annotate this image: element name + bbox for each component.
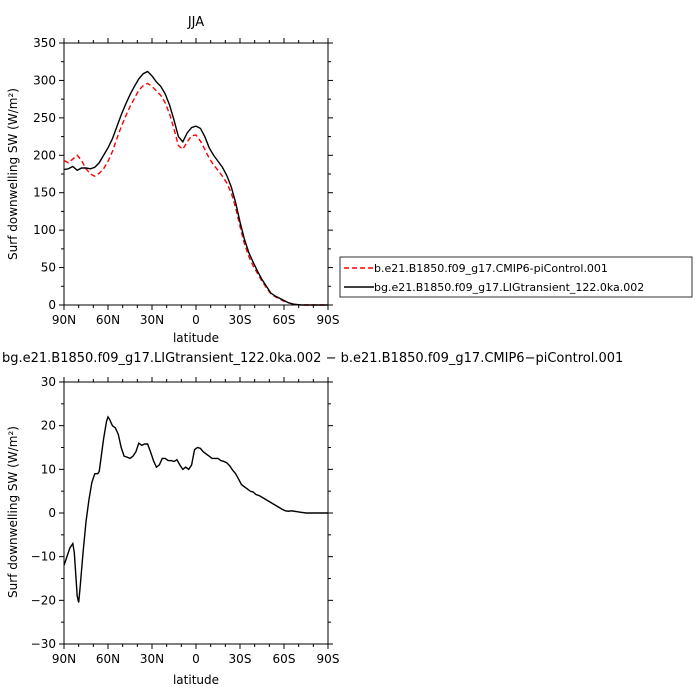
series-line-0-1 bbox=[63, 70, 328, 306]
y-tick-label: 0 bbox=[48, 298, 56, 312]
x-tick-label: 30S bbox=[229, 313, 252, 327]
series-line-1-0 bbox=[63, 415, 328, 603]
bottom-panel-ylabel: Surf downwelling SW (W/m²) bbox=[6, 426, 20, 598]
top-panel-title: JJA bbox=[187, 15, 204, 30]
y-tick-label: −20 bbox=[31, 593, 56, 607]
top-panel-ylabel: Surf downwelling SW (W/m²) bbox=[6, 88, 20, 260]
x-tick-label: 0 bbox=[192, 313, 200, 327]
y-tick-label: 200 bbox=[33, 148, 56, 162]
x-tick-label: 90N bbox=[52, 313, 76, 327]
bottom-panel-xlabel: latitude bbox=[173, 673, 219, 687]
y-tick-label: 10 bbox=[41, 462, 56, 476]
y-tick-label: 20 bbox=[41, 419, 56, 433]
y-tick-label: −30 bbox=[31, 637, 56, 651]
y-tick-label: 150 bbox=[33, 186, 56, 200]
top-panel-xlabel: latitude bbox=[173, 331, 219, 345]
x-tick-label: 0 bbox=[192, 652, 200, 666]
y-tick-label: 350 bbox=[33, 36, 56, 50]
top-panel-ticks: 90N 60N 30N 0 30S 60S 90S 0 50 100 150 200 250 300 350 bbox=[33, 36, 339, 327]
x-tick-label: 60S bbox=[273, 652, 296, 666]
x-tick-label: 30N bbox=[140, 313, 164, 327]
y-tick-label: −10 bbox=[31, 550, 56, 564]
top-panel-series bbox=[63, 70, 328, 306]
y-tick-label: 30 bbox=[41, 375, 56, 389]
x-tick-label: 60S bbox=[273, 313, 296, 327]
bottom-panel-ticks: 90N 60N 30N 0 30S 60S 90S −30 −20 −10 0 10 20 30 bbox=[31, 375, 340, 666]
legend: b.e21.B1850.f09_g17.CMIP6-piControl.001 … bbox=[339, 256, 693, 298]
series-line-0-0 bbox=[63, 82, 328, 306]
x-tick-label: 60N bbox=[96, 313, 120, 327]
bottom-plot-frame bbox=[63, 381, 329, 645]
y-tick-label: 100 bbox=[33, 223, 56, 237]
x-tick-label: 90N bbox=[52, 652, 76, 666]
x-tick-label: 90S bbox=[317, 313, 340, 327]
x-tick-label: 90S bbox=[317, 652, 340, 666]
x-tick-label: 60N bbox=[96, 652, 120, 666]
top-panel: JJA 90N 60N 30N 0 30S 60S 90S 0 50 100 150 200 250 30… bbox=[6, 15, 693, 345]
bottom-panel-series bbox=[63, 415, 328, 603]
top-plot-frame bbox=[63, 42, 329, 306]
legend-label-piControl: b.e21.B1850.f09_g17.CMIP6-piControl.001 bbox=[374, 262, 608, 275]
x-tick-label: 30N bbox=[140, 652, 164, 666]
legend-label-LIGtransient: bg.e21.B1850.f09_g17.LIGtransient_122.0k… bbox=[374, 281, 644, 294]
y-tick-label: 0 bbox=[48, 506, 56, 520]
y-tick-label: 50 bbox=[41, 261, 56, 275]
bottom-panel: bg.e21.B1850.f09_g17.LIGtransient_122.0k… bbox=[2, 351, 623, 687]
y-tick-label: 300 bbox=[33, 73, 56, 87]
bottom-panel-title: bg.e21.B1850.f09_g17.LIGtransient_122.0k… bbox=[2, 351, 623, 366]
x-tick-label: 30S bbox=[229, 652, 252, 666]
legend-box bbox=[339, 256, 693, 298]
y-tick-label: 250 bbox=[33, 111, 56, 125]
